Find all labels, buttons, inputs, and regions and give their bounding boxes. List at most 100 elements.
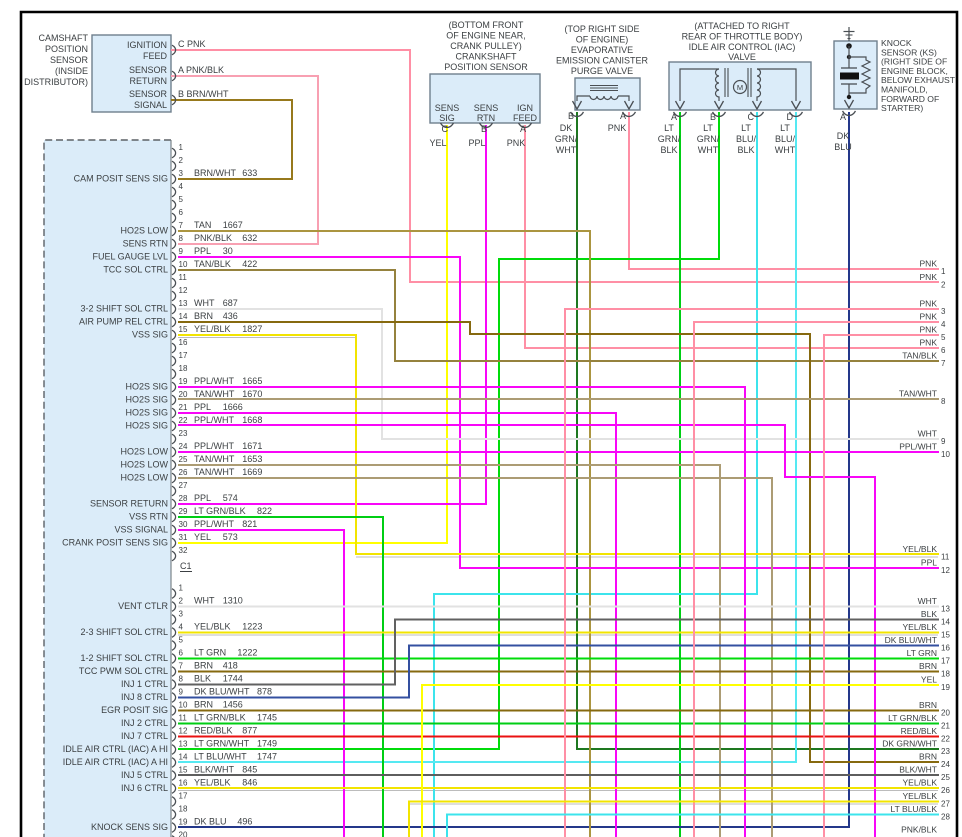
svg-text:(RIGHT SIDE OF: (RIGHT SIDE OF [881, 57, 947, 67]
svg-text:PPL/WHT: PPL/WHT [194, 441, 235, 451]
svg-text:WHT: WHT [918, 429, 937, 439]
svg-text:23: 23 [179, 429, 188, 438]
svg-text:CRANKSHAFT: CRANKSHAFT [455, 52, 517, 62]
svg-text:YEL/BLK: YEL/BLK [903, 778, 938, 788]
svg-text:WHT: WHT [194, 596, 215, 606]
svg-text:BLK: BLK [660, 145, 677, 155]
svg-text:AIR PUMP REL CTRL: AIR PUMP REL CTRL [79, 317, 168, 327]
svg-text:418: 418 [223, 661, 238, 671]
svg-text:1667: 1667 [223, 220, 243, 230]
svg-text:10: 10 [179, 260, 188, 269]
svg-text:14: 14 [179, 753, 188, 762]
svg-text:12: 12 [941, 566, 950, 575]
svg-text:PPL: PPL [194, 246, 211, 256]
svg-text:KNOCK SENS SIG: KNOCK SENS SIG [91, 822, 168, 832]
svg-text:MANIFOLD,: MANIFOLD, [881, 85, 928, 95]
svg-text:C1: C1 [180, 561, 192, 571]
svg-text:1745: 1745 [257, 713, 277, 723]
svg-text:B: B [568, 111, 574, 121]
svg-text:15: 15 [179, 325, 188, 334]
svg-text:4: 4 [941, 320, 946, 329]
svg-text:496: 496 [237, 817, 252, 827]
svg-text:12: 12 [179, 286, 188, 295]
svg-text:PPL/WHT: PPL/WHT [194, 519, 235, 529]
svg-text:10: 10 [179, 701, 188, 710]
svg-text:INJ 8 CTRL: INJ 8 CTRL [121, 692, 168, 702]
svg-text:3: 3 [179, 169, 184, 178]
svg-text:21: 21 [179, 403, 188, 412]
svg-text:LT GRN/BLK: LT GRN/BLK [194, 713, 246, 723]
svg-text:WHT: WHT [194, 298, 215, 308]
svg-text:2-3 SHIFT SOL CTRL: 2-3 SHIFT SOL CTRL [80, 627, 168, 637]
svg-text:5: 5 [179, 636, 184, 645]
svg-text:15: 15 [179, 766, 188, 775]
svg-text:29: 29 [179, 507, 188, 516]
svg-text:BLK: BLK [921, 609, 937, 619]
svg-text:YEL/BLK: YEL/BLK [903, 544, 938, 554]
svg-text:PPL/WHT: PPL/WHT [899, 442, 937, 452]
svg-text:20: 20 [179, 390, 188, 399]
svg-text:30: 30 [179, 520, 188, 529]
svg-text:26: 26 [179, 468, 188, 477]
svg-text:19: 19 [179, 818, 188, 827]
svg-text:INJ 5 CTRL: INJ 5 CTRL [121, 770, 168, 780]
svg-text:OF ENGINE NEAR,: OF ENGINE NEAR, [446, 31, 526, 41]
svg-text:1: 1 [179, 143, 184, 152]
svg-text:WHT: WHT [698, 145, 719, 155]
svg-text:1827: 1827 [242, 324, 262, 334]
svg-text:INJ 1 CTRL: INJ 1 CTRL [121, 679, 168, 689]
svg-text:RED/BLK: RED/BLK [194, 726, 233, 736]
svg-text:INJ 6 CTRL: INJ 6 CTRL [121, 783, 168, 793]
svg-text:BRN: BRN [194, 311, 213, 321]
svg-text:(BOTTOM FRONT: (BOTTOM FRONT [449, 20, 524, 30]
svg-text:PNK/BLK: PNK/BLK [194, 233, 232, 243]
svg-text:SENSOR: SENSOR [129, 65, 168, 75]
svg-text:PNK/BLK: PNK/BLK [901, 825, 937, 835]
svg-text:CRANK PULLEY): CRANK PULLEY) [450, 41, 522, 51]
svg-text:PNK: PNK [920, 312, 938, 322]
svg-text:12: 12 [179, 727, 188, 736]
svg-text:HO2S LOW: HO2S LOW [120, 460, 168, 470]
svg-text:PPL: PPL [921, 558, 937, 568]
svg-text:27: 27 [179, 481, 188, 490]
svg-text:SENSOR (KS): SENSOR (KS) [881, 47, 937, 57]
svg-text:1-2 SHIFT SOL CTRL: 1-2 SHIFT SOL CTRL [80, 653, 168, 663]
svg-text:CAM POSIT SENS SIG: CAM POSIT SENS SIG [74, 174, 168, 184]
svg-text:2: 2 [941, 281, 946, 290]
svg-text:KNOCK: KNOCK [881, 38, 912, 48]
svg-text:TAN/BLK: TAN/BLK [194, 259, 231, 269]
svg-text:13: 13 [179, 299, 188, 308]
svg-text:8: 8 [941, 397, 946, 406]
svg-text:PNK: PNK [507, 138, 526, 148]
svg-text:POSITION: POSITION [45, 44, 88, 54]
svg-text:25: 25 [941, 773, 950, 782]
svg-text:LT: LT [703, 123, 713, 133]
svg-text:1669: 1669 [242, 467, 262, 477]
svg-text:28: 28 [941, 813, 950, 822]
svg-text:SIGNAL: SIGNAL [134, 100, 167, 110]
svg-text:30: 30 [223, 246, 233, 256]
svg-text:15: 15 [941, 631, 950, 640]
svg-text:A: A [671, 112, 677, 122]
svg-text:LT: LT [664, 123, 674, 133]
svg-text:CAMSHAFT: CAMSHAFT [39, 33, 89, 43]
svg-text:845: 845 [242, 765, 257, 775]
svg-text:BLU/: BLU/ [775, 134, 796, 144]
svg-text:ENGINE BLOCK,: ENGINE BLOCK, [881, 66, 948, 76]
svg-text:632: 632 [242, 233, 257, 243]
svg-text:DK: DK [837, 131, 850, 141]
svg-text:1666: 1666 [223, 402, 243, 412]
svg-text:VSS SIG: VSS SIG [132, 330, 168, 340]
svg-text:SENS RTN: SENS RTN [123, 239, 168, 249]
svg-text:RETURN: RETURN [130, 76, 168, 86]
svg-text:RTN: RTN [477, 113, 495, 123]
svg-text:STARTER): STARTER) [881, 103, 923, 113]
svg-text:RED/BLK: RED/BLK [901, 726, 938, 736]
svg-text:2: 2 [179, 597, 184, 606]
svg-text:10: 10 [941, 450, 950, 459]
svg-text:19: 19 [941, 683, 950, 692]
svg-text:B BRN/WHT: B BRN/WHT [178, 89, 229, 99]
svg-text:1: 1 [179, 584, 184, 593]
svg-text:1670: 1670 [242, 389, 262, 399]
svg-text:YEL: YEL [429, 138, 446, 148]
